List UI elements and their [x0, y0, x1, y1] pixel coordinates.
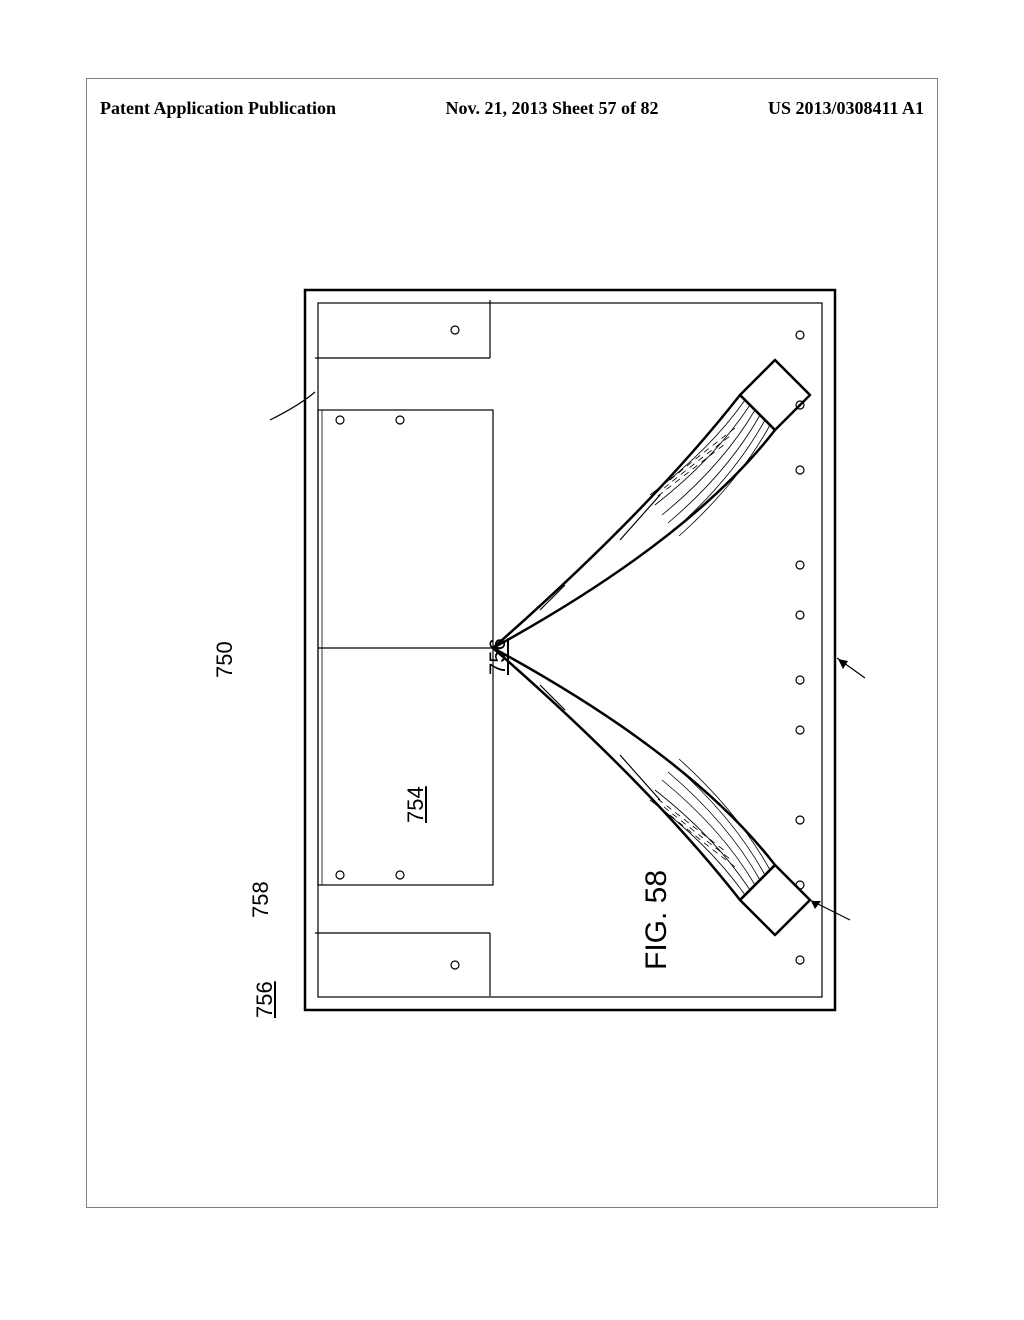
ref-756-a: 756: [252, 981, 278, 1018]
ref-754: 754: [403, 786, 429, 823]
header-row: Patent Application Publication Nov. 21, …: [100, 98, 924, 119]
figure-svg: [170, 280, 870, 1020]
header-right: US 2013/0308411 A1: [768, 98, 924, 119]
header-left: Patent Application Publication: [100, 98, 336, 119]
ref-758: 758: [248, 881, 274, 918]
ref-750: 750: [212, 641, 238, 678]
header-center: Nov. 21, 2013 Sheet 57 of 82: [446, 98, 659, 119]
figure-label: FIG. 58: [640, 870, 674, 970]
figure-area: [170, 280, 870, 1020]
ref-756-b: 756: [485, 638, 511, 675]
